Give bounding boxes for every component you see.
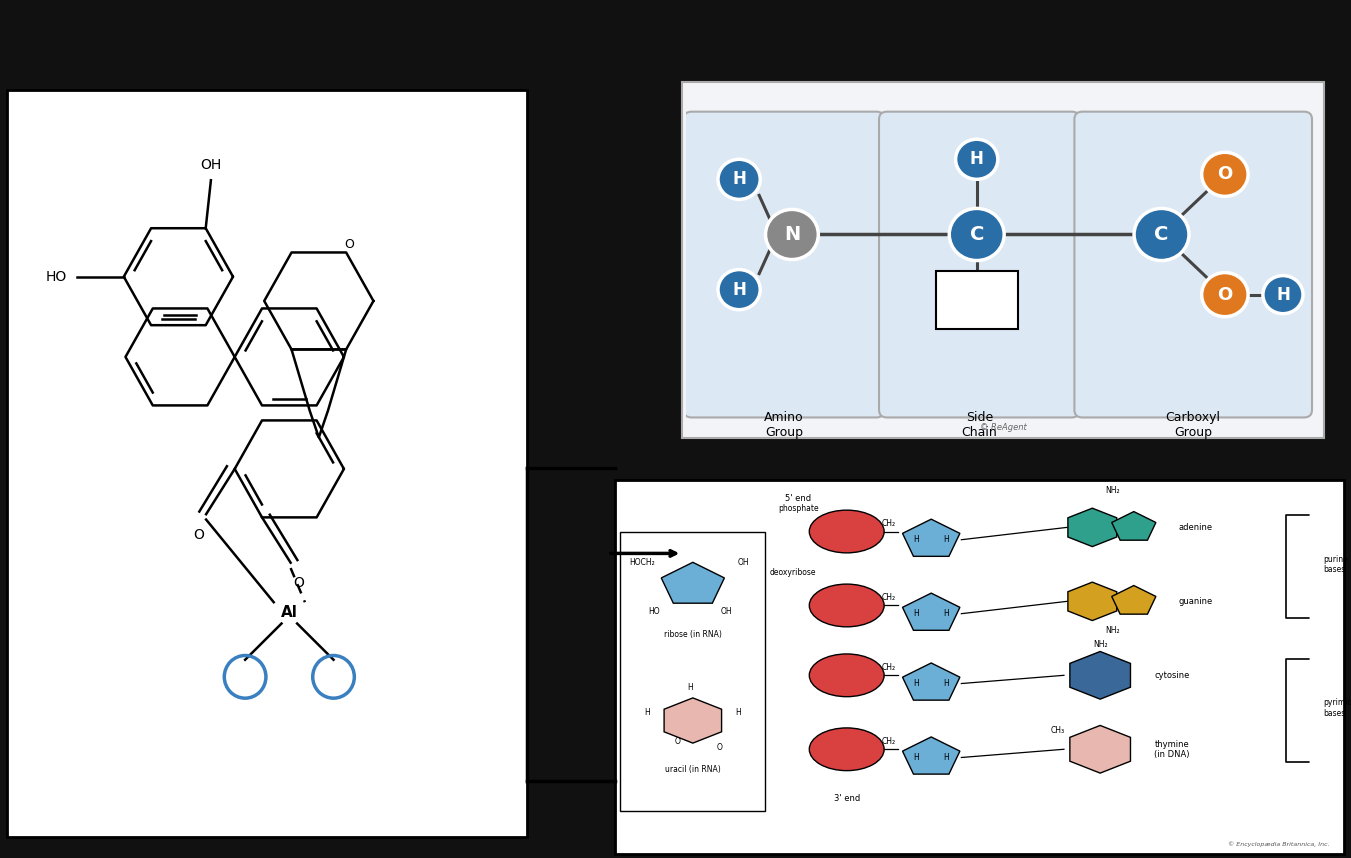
FancyBboxPatch shape [682, 82, 1324, 438]
FancyBboxPatch shape [7, 90, 527, 837]
FancyBboxPatch shape [615, 480, 1344, 854]
